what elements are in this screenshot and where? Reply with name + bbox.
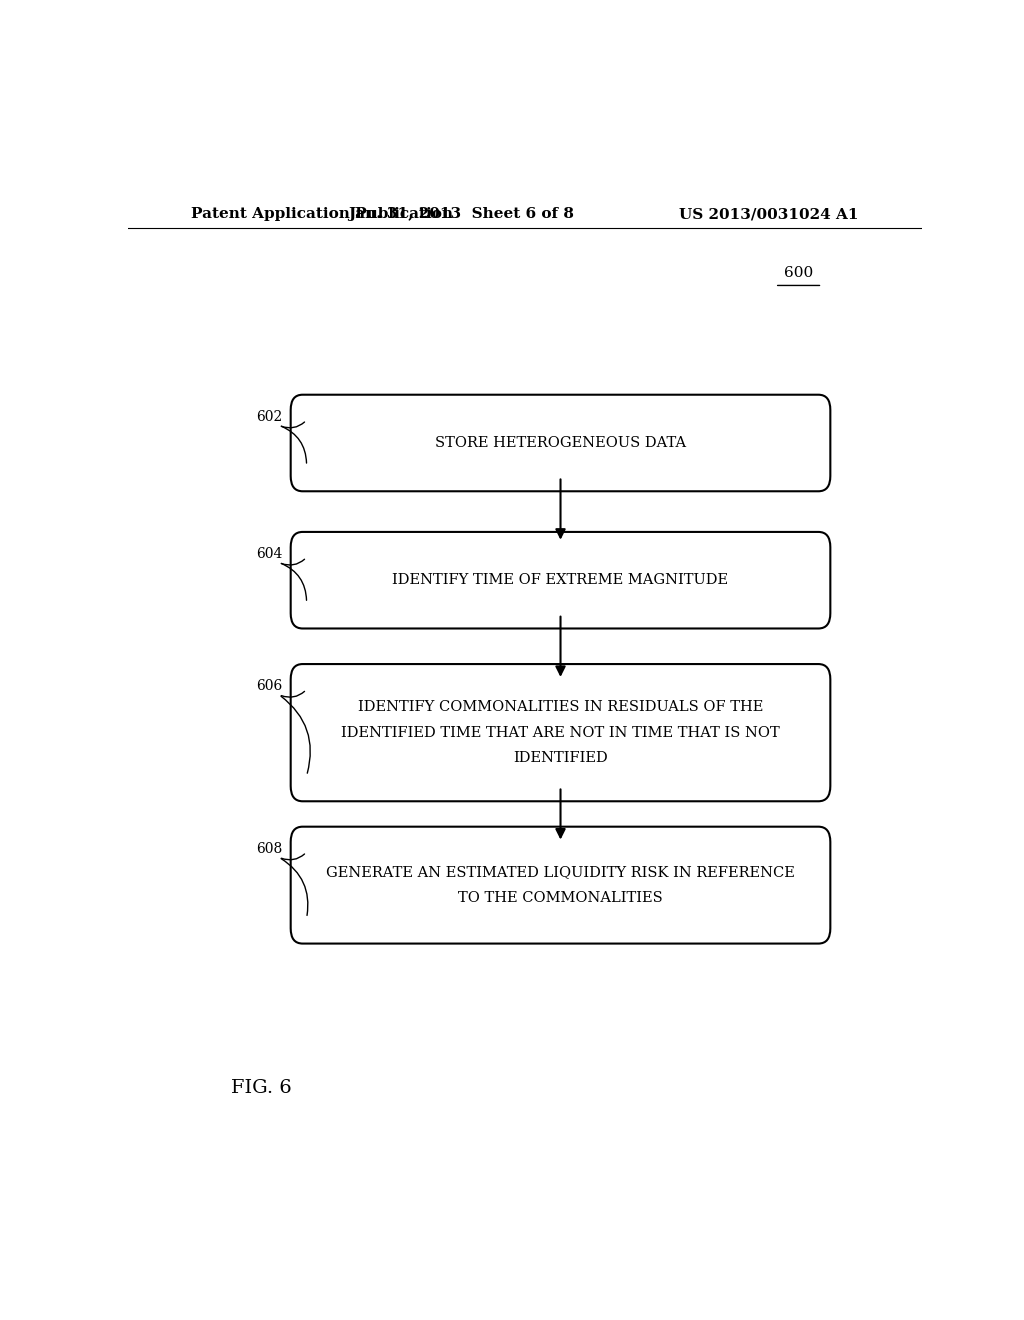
Text: Jan. 31, 2013  Sheet 6 of 8: Jan. 31, 2013 Sheet 6 of 8 [348,207,574,222]
FancyBboxPatch shape [291,826,830,944]
Text: 600: 600 [784,267,813,280]
Text: IDENTIFIED TIME THAT ARE NOT IN TIME THAT IS NOT: IDENTIFIED TIME THAT ARE NOT IN TIME THA… [341,726,780,739]
Text: 608: 608 [256,842,283,855]
Text: US 2013/0031024 A1: US 2013/0031024 A1 [679,207,858,222]
Text: Patent Application Publication: Patent Application Publication [191,207,454,222]
Text: IDENTIFIED: IDENTIFIED [513,751,608,766]
Text: 606: 606 [256,680,283,693]
Text: IDENTIFY TIME OF EXTREME MAGNITUDE: IDENTIFY TIME OF EXTREME MAGNITUDE [392,573,728,587]
Text: FIG. 6: FIG. 6 [231,1080,292,1097]
Text: 602: 602 [256,411,283,424]
Text: STORE HETEROGENEOUS DATA: STORE HETEROGENEOUS DATA [435,436,686,450]
Text: 604: 604 [256,548,283,561]
FancyBboxPatch shape [291,395,830,491]
FancyBboxPatch shape [291,532,830,628]
Text: IDENTIFY COMMONALITIES IN RESIDUALS OF THE: IDENTIFY COMMONALITIES IN RESIDUALS OF T… [357,700,763,714]
Text: GENERATE AN ESTIMATED LIQUIDITY RISK IN REFERENCE: GENERATE AN ESTIMATED LIQUIDITY RISK IN … [326,866,795,879]
FancyBboxPatch shape [291,664,830,801]
Text: TO THE COMMONALITIES: TO THE COMMONALITIES [458,891,663,904]
